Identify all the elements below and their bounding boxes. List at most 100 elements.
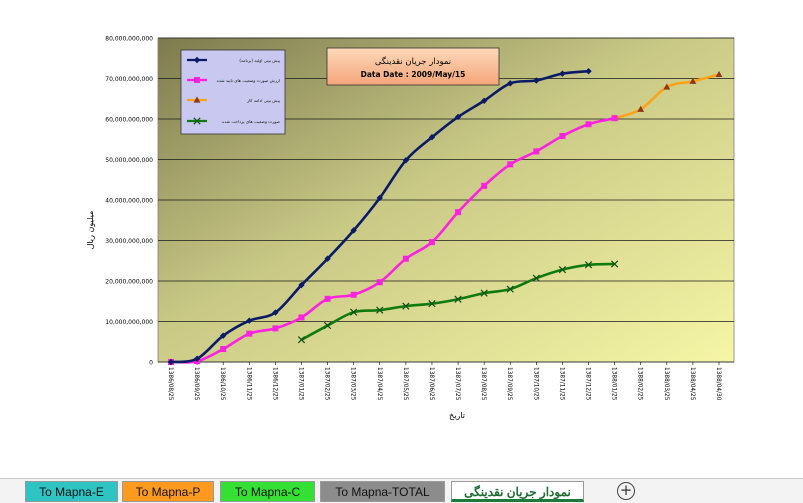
sheet-tab[interactable]: To Mapna-TOTAL [320, 481, 445, 502]
data-point [376, 194, 383, 202]
data-point [402, 255, 409, 262]
y-tick-label: 10,000,000,000 [105, 319, 153, 326]
data-point [507, 161, 514, 168]
worksheet: 0 10,000,000,000 20,000,000,000 30,000,000,… [79, 24, 763, 441]
data-point [585, 121, 592, 128]
y-axis-ticks: 0 10,000,000,000 20,000,000,000 30,000,000,… [105, 36, 153, 367]
data-point [219, 332, 227, 339]
data-point [585, 68, 592, 75]
cash-flow-chart[interactable]: 0 10,000,000,000 20,000,000,000 30,000,000,… [79, 24, 763, 441]
x-tick-label: 1387/08/25 [480, 367, 486, 401]
legend-marker [193, 117, 201, 125]
x-tick-label: 1387/04/25 [376, 367, 382, 401]
legend-label: پیش بینی اولیه (برنامه) [239, 58, 280, 63]
x-tick-label: 1387/11/25 [558, 367, 564, 401]
data-point [298, 281, 305, 289]
data-point [350, 291, 357, 298]
chart-title-box: نمودار جریان نقدینگی Data Date : 2009/Ma… [326, 47, 500, 86]
data-point [584, 261, 593, 269]
x-tick-label: 1387/03/25 [350, 367, 356, 401]
data-point [376, 306, 384, 314]
data-point [455, 209, 462, 216]
data-point [454, 295, 462, 303]
data-point [480, 97, 488, 104]
sheet-tab[interactable]: To Mapna-C [220, 481, 315, 502]
y-tick-label: 40,000,000,000 [105, 198, 153, 205]
data-point [559, 133, 566, 140]
x-tick-label: 1387/02/25 [324, 367, 330, 401]
series-3 [297, 260, 619, 344]
data-point [297, 336, 306, 344]
sheet-tab[interactable]: To Mapna-P [122, 481, 214, 502]
x-tick-label: 1387/01/25 [297, 367, 303, 401]
sheet-tab[interactable]: To Mapna-E [25, 481, 118, 502]
data-point [689, 77, 697, 84]
legend-label: ارزش صورت وضعیت های تایید شده [217, 78, 280, 83]
x-tick-label: 1386/11/25 [245, 367, 251, 401]
data-point [507, 80, 514, 87]
legend-marker [194, 77, 200, 83]
data-point [611, 115, 618, 122]
data-point [402, 157, 410, 164]
y-tick-label: 80,000,000,000 [105, 36, 153, 43]
data-point [193, 355, 201, 362]
legend-label: صورت وضعیت های پرداخت شده [222, 119, 280, 124]
chart-title: نمودار جریان نقدینگی [375, 56, 451, 67]
data-point [532, 274, 540, 282]
data-point [272, 325, 279, 332]
data-point [402, 302, 410, 310]
data-point [559, 70, 566, 77]
y-tick-label: 30,000,000,000 [105, 238, 153, 245]
sheet-tab-bar: To Mapna-E To Mapna-P To Mapna-C To Mapna-T… [0, 478, 803, 503]
data-point [428, 300, 436, 308]
legend-label: پیش بینی ادامه کار [246, 98, 281, 103]
x-tick-label: 1386/12/25 [271, 367, 277, 401]
data-point [428, 239, 435, 246]
x-tick-label: 1386/09/25 [193, 367, 199, 401]
data-point [480, 289, 488, 297]
y-tick-label: 50,000,000,000 [105, 157, 153, 164]
gridlines [158, 37, 734, 363]
data-point [610, 260, 619, 268]
data-point [428, 134, 436, 141]
x-tick-label: 1387/05/25 [402, 367, 408, 401]
legend: پیش بینی اولیه (برنامه) ارزش صورت وضعیت ه… [180, 49, 286, 135]
data-point [481, 182, 488, 189]
x-tick-label: 1387/09/25 [506, 367, 512, 401]
data-point [533, 148, 540, 155]
data-point [220, 346, 227, 353]
data-point [246, 330, 253, 337]
series-1 [168, 115, 618, 365]
x-tick-label: 1388/04/30 [715, 367, 721, 401]
x-tick-label: 1386/08/25 [167, 367, 173, 401]
data-point [324, 295, 331, 302]
add-sheet-button[interactable]: + [617, 482, 635, 500]
y-tick-label: 20,000,000,000 [105, 279, 153, 286]
legend-marker [193, 96, 201, 103]
x-tick-label: 1388/01/25 [611, 367, 617, 401]
y-tick-label: 60,000,000,000 [105, 117, 153, 124]
x-tick-label: 1387/07/25 [454, 367, 460, 401]
data-point [506, 285, 514, 293]
data-point [715, 70, 723, 78]
data-point [323, 321, 332, 330]
y-tick-label: 70,000,000,000 [105, 76, 153, 83]
series-layer [167, 68, 723, 366]
data-point [350, 308, 358, 316]
data-point [454, 113, 462, 121]
data-point [558, 266, 567, 274]
x-tick-label: 1388/03/25 [663, 367, 669, 401]
x-tick-label: 1386/10/25 [219, 367, 225, 401]
data-point [246, 317, 253, 324]
x-axis-label: تاریخ [449, 411, 465, 420]
data-point [637, 105, 645, 112]
x-tick-label: 1387/06/25 [428, 367, 434, 401]
data-point [298, 314, 305, 321]
x-tick-label: 1387/12/25 [585, 367, 591, 401]
data-point [350, 227, 357, 234]
chart-area[interactable]: 0 10,000,000,000 20,000,000,000 30,000,000,… [79, 24, 763, 441]
sheet-tab[interactable]: نمودار جریان نقدینگی [451, 481, 584, 502]
y-tick-label: 0 [149, 360, 153, 367]
chart-subtitle: Data Date : 2009/May/15 [361, 70, 466, 79]
data-point [324, 255, 331, 262]
